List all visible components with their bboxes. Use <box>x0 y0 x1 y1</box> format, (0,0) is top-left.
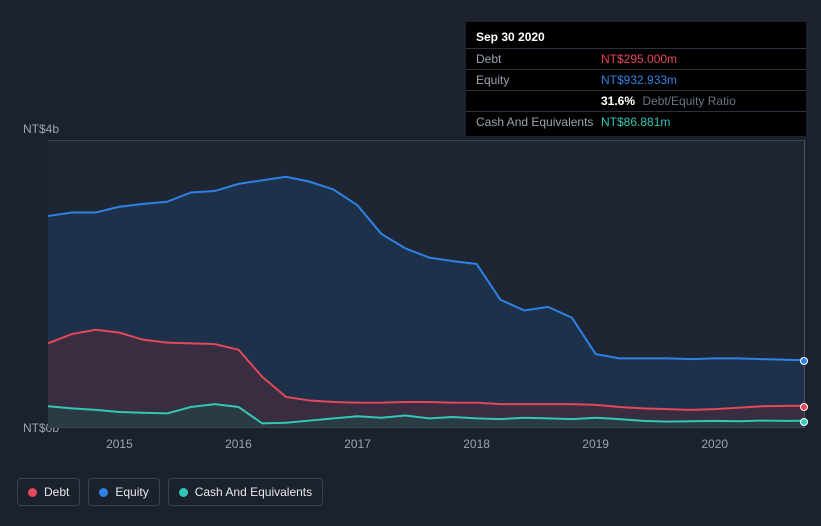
cursor-dot-cash <box>800 418 808 426</box>
x-axis-tick-label: 2020 <box>701 437 728 451</box>
chart-plot-area[interactable] <box>48 140 804 428</box>
legend-dot-icon <box>99 488 108 497</box>
tooltip-row-cash: Cash And Equivalents NT$86.881m <box>466 111 806 132</box>
legend: Debt Equity Cash And Equivalents <box>17 478 323 506</box>
tooltip-row-equity: Equity NT$932.933m <box>466 69 806 90</box>
x-axis-tick-label: 2015 <box>106 437 133 451</box>
legend-label: Cash And Equivalents <box>195 485 312 499</box>
tooltip-ratio-value: 31.6% <box>601 94 635 108</box>
legend-dot-icon <box>28 488 37 497</box>
debt-equity-chart: Sep 30 2020 Debt NT$295.000m Equity NT$9… <box>0 0 821 526</box>
tooltip-label: Cash And Equivalents <box>476 115 601 129</box>
legend-item-debt[interactable]: Debt <box>17 478 80 506</box>
x-axis-labels: 2015 2016 2017 2018 2019 2020 <box>48 437 804 457</box>
legend-item-equity[interactable]: Equity <box>88 478 159 506</box>
hover-tooltip: Sep 30 2020 Debt NT$295.000m Equity NT$9… <box>466 22 806 136</box>
x-axis-tick-label: 2016 <box>225 437 252 451</box>
legend-label: Debt <box>44 485 69 499</box>
x-axis-tick-label: 2017 <box>344 437 371 451</box>
tooltip-value: NT$86.881m <box>601 115 796 129</box>
tooltip-label: Equity <box>476 73 601 87</box>
chart-svg <box>48 141 804 427</box>
tooltip-value: NT$295.000m <box>601 52 796 66</box>
cursor-dot-equity <box>800 357 808 365</box>
tooltip-label: Debt <box>476 52 601 66</box>
cursor-dot-debt <box>800 403 808 411</box>
tooltip-label <box>476 94 601 108</box>
legend-dot-icon <box>179 488 188 497</box>
x-axis-tick-label: 2019 <box>582 437 609 451</box>
y-axis-top-label: NT$4b <box>23 122 59 136</box>
tooltip-date: Sep 30 2020 <box>466 26 806 48</box>
tooltip-ratio-sublabel: Debt/Equity Ratio <box>642 94 735 108</box>
tooltip-value: 31.6% Debt/Equity Ratio <box>601 94 796 108</box>
tooltip-row-debt: Debt NT$295.000m <box>466 48 806 69</box>
legend-item-cash[interactable]: Cash And Equivalents <box>168 478 323 506</box>
tooltip-value: NT$932.933m <box>601 73 796 87</box>
x-axis-tick-label: 2018 <box>463 437 490 451</box>
legend-label: Equity <box>115 485 148 499</box>
tooltip-row-ratio: 31.6% Debt/Equity Ratio <box>466 90 806 111</box>
cursor-vertical-line <box>804 140 805 428</box>
